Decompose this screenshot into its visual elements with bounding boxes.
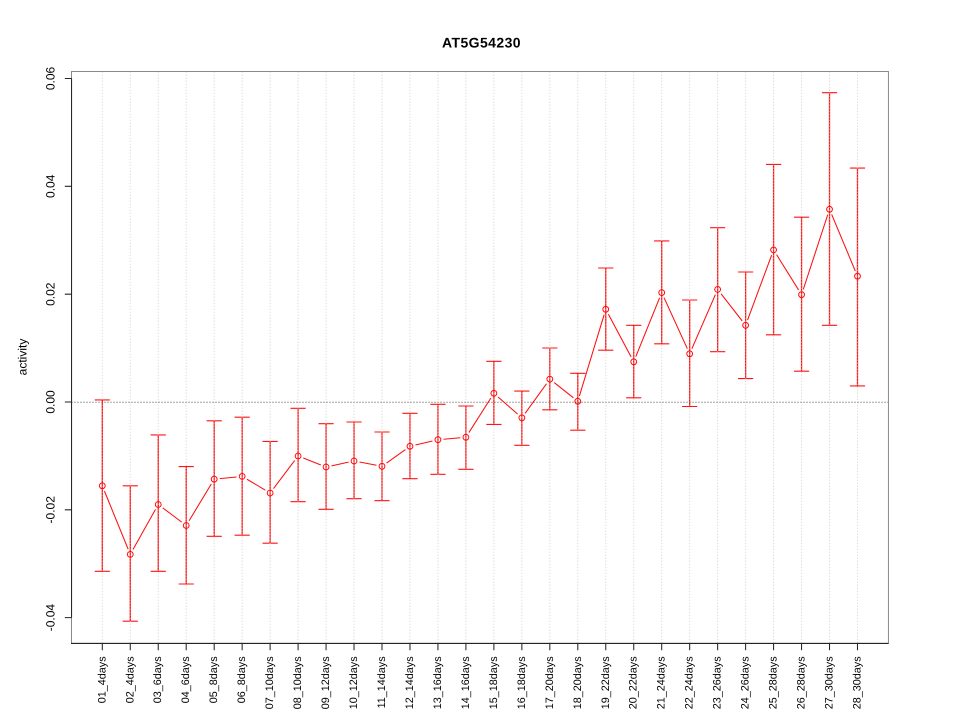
svg-text:12_14days: 12_14days — [404, 656, 416, 709]
svg-text:22_24days: 22_24days — [684, 656, 696, 709]
svg-text:19_22days: 19_22days — [600, 656, 612, 709]
svg-text:11_14days: 11_14days — [376, 656, 388, 709]
svg-text:0.04: 0.04 — [44, 174, 58, 198]
svg-text:02_4days: 02_4days — [124, 656, 136, 703]
svg-text:20_22days: 20_22days — [628, 656, 640, 709]
svg-text:0.06: 0.06 — [44, 66, 58, 90]
svg-text:06_8days: 06_8days — [236, 656, 248, 703]
svg-text:10_12days: 10_12days — [348, 656, 360, 709]
svg-text:13_16days: 13_16days — [432, 656, 444, 709]
svg-text:09_12days: 09_12days — [320, 656, 332, 709]
svg-text:0.02: 0.02 — [44, 282, 58, 306]
svg-text:01_4days: 01_4days — [96, 656, 108, 703]
svg-text:08_10days: 08_10days — [292, 656, 304, 709]
svg-text:26_28days: 26_28days — [796, 656, 808, 709]
svg-text:-0.02: -0.02 — [44, 496, 58, 524]
svg-text:0.00: 0.00 — [44, 390, 58, 414]
svg-text:14_16days: 14_16days — [460, 656, 472, 709]
svg-text:15_18days: 15_18days — [488, 656, 500, 709]
svg-text:24_26days: 24_26days — [740, 656, 752, 709]
svg-text:07_10days: 07_10days — [264, 656, 276, 709]
svg-text:03_6days: 03_6days — [152, 656, 164, 703]
svg-text:04_6days: 04_6days — [180, 656, 192, 703]
svg-text:23_26days: 23_26days — [712, 656, 724, 709]
svg-text:05_8days: 05_8days — [208, 656, 220, 703]
svg-text:25_28days: 25_28days — [768, 656, 780, 709]
svg-text:activity: activity — [16, 339, 30, 376]
svg-text:18_20days: 18_20days — [572, 656, 584, 709]
svg-text:16_18days: 16_18days — [516, 656, 528, 709]
svg-text:17_20days: 17_20days — [544, 656, 556, 709]
svg-text:-0.04: -0.04 — [44, 604, 58, 632]
svg-text:21_24days: 21_24days — [656, 656, 668, 709]
svg-text:28_30days: 28_30days — [851, 656, 863, 709]
svg-text:27_30days: 27_30days — [824, 656, 836, 709]
svg-text:AT5G54230: AT5G54230 — [442, 35, 521, 51]
